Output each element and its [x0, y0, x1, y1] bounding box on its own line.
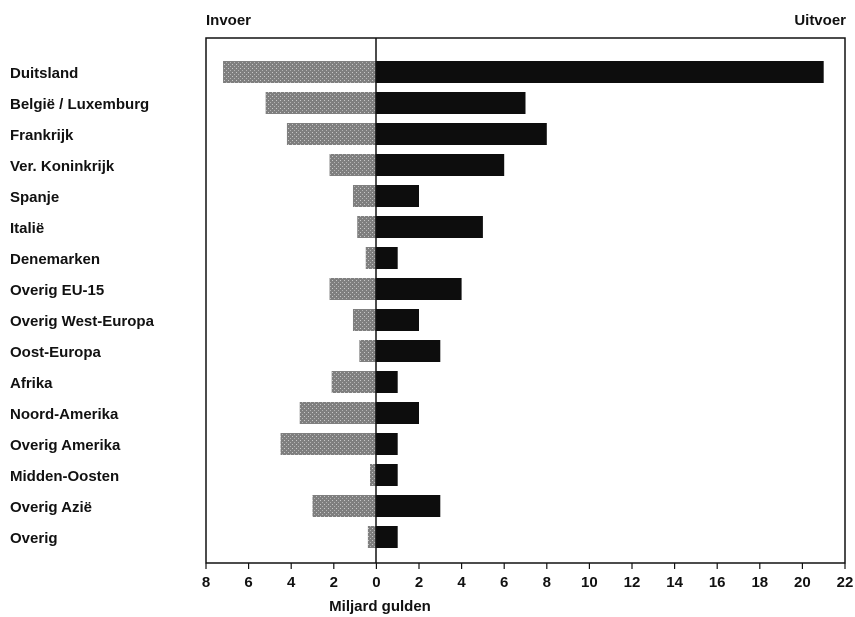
x-tick-label: 10: [581, 574, 598, 591]
category-label: Frankrijk: [10, 127, 74, 144]
plot-frame: [206, 38, 845, 563]
bar-invoer: [359, 340, 376, 362]
bar-invoer: [332, 371, 377, 393]
x-tick-label: 18: [751, 574, 768, 591]
category-label: Noord-Amerika: [10, 406, 119, 423]
x-tick-label: 0: [372, 574, 380, 591]
x-axis-label: Miljard gulden: [329, 598, 431, 615]
bar-uitvoer: [376, 61, 823, 83]
category-label: Midden-Oosten: [10, 468, 119, 485]
x-tick-label: 12: [624, 574, 641, 591]
bar-invoer: [313, 495, 377, 517]
category-label: Spanje: [10, 189, 59, 206]
x-tick-label: 20: [794, 574, 811, 591]
bar-uitvoer: [376, 340, 440, 362]
category-label: Overig EU-15: [10, 282, 104, 299]
x-axis-ticks: 8 6 4 2 0 2 4 6 8 10 12 14 16 18 20 22: [202, 563, 854, 591]
category-label: Overig Amerika: [10, 437, 121, 454]
bar-uitvoer: [376, 123, 546, 145]
category-label: België / Luxemburg: [10, 96, 149, 113]
bar-invoer: [266, 92, 377, 114]
bar-uitvoer: [376, 154, 504, 176]
category-labels: Duitsland België / Luxemburg Frankrijk Ver.…: [10, 65, 155, 547]
category-label: Overig: [10, 530, 58, 547]
bar-invoer: [353, 309, 376, 331]
x-tick-label: 16: [709, 574, 726, 591]
bar-uitvoer: [376, 433, 397, 455]
x-tick-label: 4: [287, 574, 296, 591]
bar-uitvoer: [376, 309, 419, 331]
bar-invoer: [330, 154, 377, 176]
bar-invoer: [368, 526, 377, 548]
bar-uitvoer: [376, 185, 419, 207]
header-invoer: Invoer: [206, 12, 251, 29]
category-label: Overig West-Europa: [10, 313, 155, 330]
category-label: Italië: [10, 220, 44, 237]
bar-uitvoer: [376, 402, 419, 424]
header-uitvoer: Uitvoer: [794, 12, 846, 29]
x-tick-label: 4: [457, 574, 466, 591]
bar-uitvoer: [376, 216, 483, 238]
x-tick-label: 22: [837, 574, 854, 591]
bar-uitvoer: [376, 371, 397, 393]
bars: [223, 61, 824, 548]
category-label: Oost-Europa: [10, 344, 101, 361]
category-label: Denemarken: [10, 251, 100, 268]
category-label: Ver. Koninkrijk: [10, 158, 115, 175]
x-tick-label: 2: [330, 574, 338, 591]
bar-invoer: [353, 185, 376, 207]
bar-invoer: [357, 216, 376, 238]
bar-invoer: [300, 402, 377, 424]
bar-invoer: [287, 123, 376, 145]
x-tick-label: 8: [202, 574, 210, 591]
category-label: Afrika: [10, 375, 53, 392]
bar-uitvoer: [376, 526, 397, 548]
x-tick-label: 6: [500, 574, 508, 591]
x-tick-label: 6: [244, 574, 252, 591]
bar-uitvoer: [376, 247, 397, 269]
x-tick-label: 14: [666, 574, 683, 591]
bar-invoer: [330, 278, 377, 300]
x-tick-label: 8: [543, 574, 551, 591]
bar-invoer: [281, 433, 377, 455]
bar-invoer: [366, 247, 377, 269]
bar-uitvoer: [376, 92, 525, 114]
bar-invoer: [223, 61, 376, 83]
bar-uitvoer: [376, 464, 397, 486]
category-label: Overig Azië: [10, 499, 92, 516]
category-label: Duitsland: [10, 65, 78, 82]
bar-uitvoer: [376, 278, 461, 300]
x-tick-label: 2: [415, 574, 423, 591]
bar-uitvoer: [376, 495, 440, 517]
